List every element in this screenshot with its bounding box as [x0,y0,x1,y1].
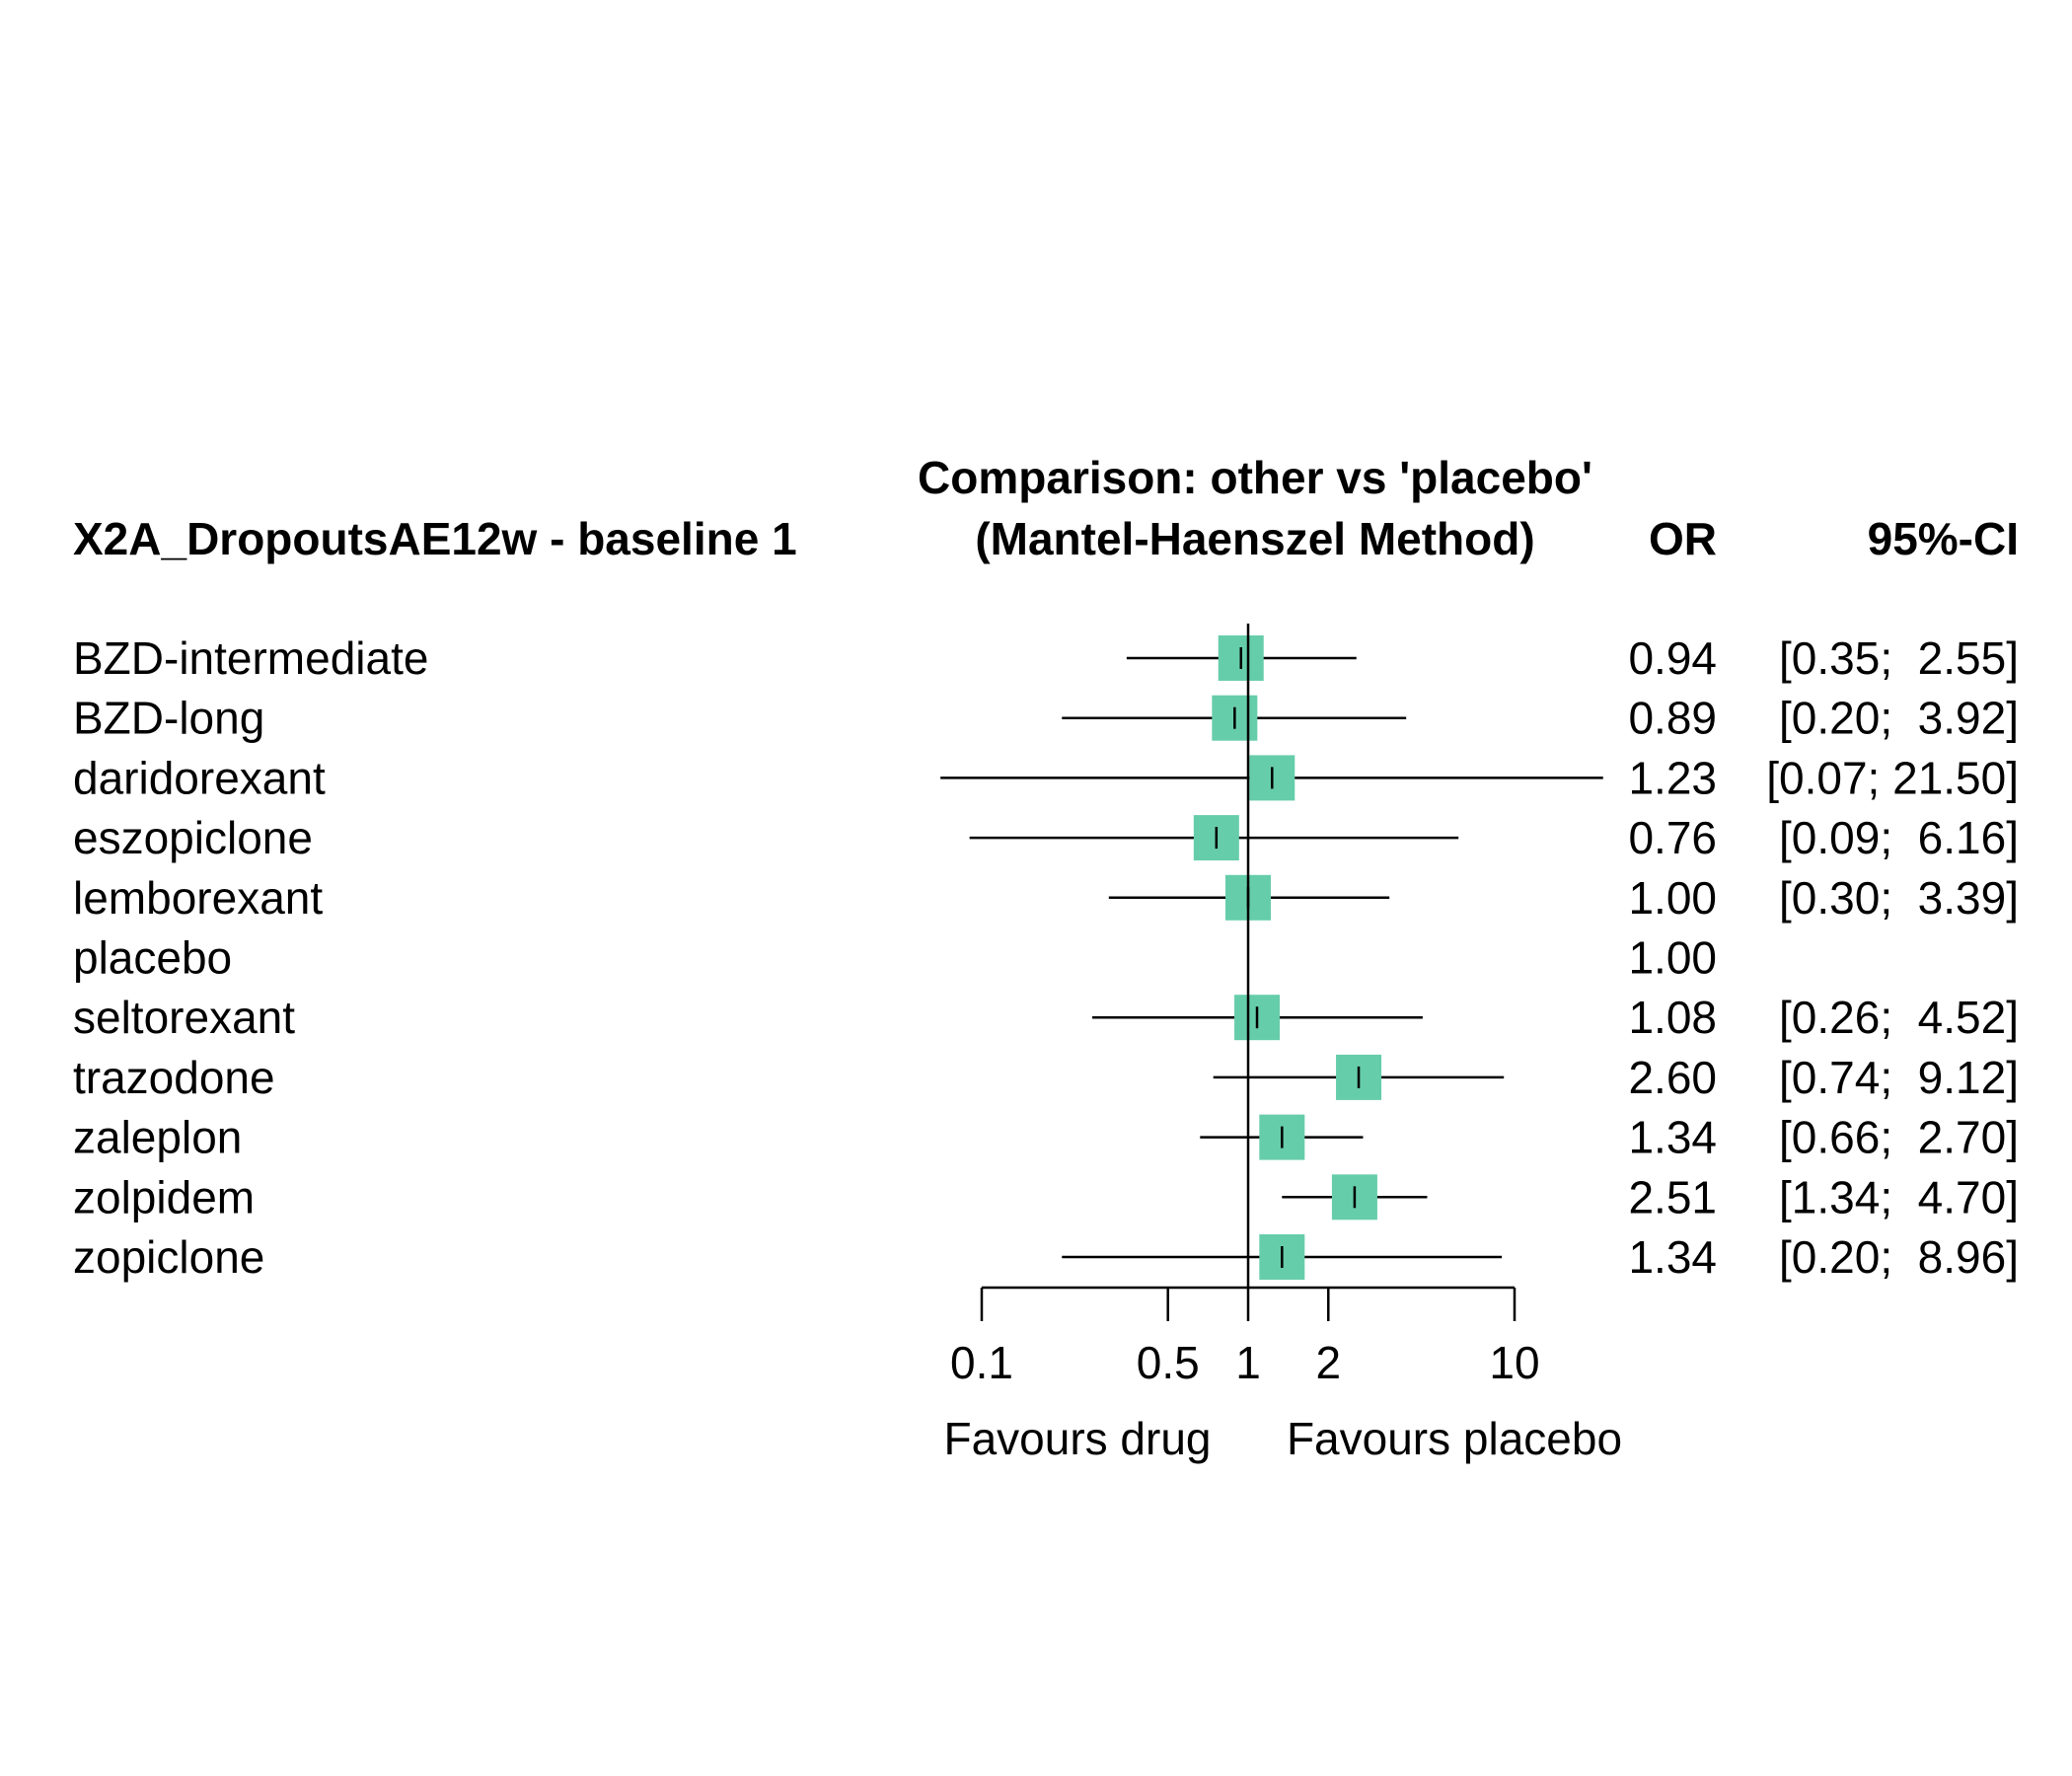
chart-title: Comparison: other vs 'placebo' [918,452,1592,503]
forest-row: zolpidem 2.51 [1.34; 4.70] [73,1171,2019,1222]
axis-tick-label: 2 [1315,1337,1341,1388]
or-value: 0.94 [1628,632,1717,684]
ci-value: [0.20; 3.92] [1779,693,2019,744]
or-value: 1.34 [1628,1112,1717,1163]
axis-tick-label: 0.5 [1137,1337,1200,1388]
header-left: X2A_DropoutsAE12w - baseline 1 [73,513,797,564]
ci-value: [0.74; 9.12] [1779,1052,2019,1103]
forest-rows: BZD-intermediate 0.94 [0.35; 2.55] BZD-long… [73,632,2019,1283]
chart-subtitle: (Mantel-Haenszel Method) [975,513,1534,564]
treatment-label: placebo [73,932,232,984]
or-column-header: OR [1649,513,1717,564]
or-value: 1.08 [1628,992,1717,1043]
forest-row: daridorexant 1.23 [0.07; 21.50] [73,752,2019,803]
ci-value: [0.20; 8.96] [1779,1231,2019,1283]
treatment-label: BZD-long [73,693,264,744]
or-value: 0.76 [1628,812,1717,863]
or-value: 1.00 [1628,872,1717,924]
or-value: 2.51 [1628,1171,1717,1222]
forest-row: eszopiclone 0.76 [0.09; 6.16] [73,812,2019,863]
forest-row: BZD-long 0.89 [0.20; 3.92] [73,693,2019,744]
favours-placebo-label: Favours placebo [1287,1413,1622,1464]
favours-drug-label: Favours drug [943,1413,1211,1464]
x-axis: 0.1 0.5 1 2 10 [950,1286,1540,1388]
treatment-label: zopiclone [73,1231,264,1283]
treatment-label: trazodone [73,1052,275,1103]
treatment-label: seltorexant [73,992,295,1043]
treatment-label: zaleplon [73,1112,242,1163]
forest-row: seltorexant 1.08 [0.26; 4.52] [73,992,2019,1043]
treatment-label: daridorexant [73,752,326,803]
ci-value: [0.35; 2.55] [1779,632,2019,684]
axis-tick-label: 0.1 [950,1337,1013,1388]
ci-value: [1.34; 4.70] [1779,1171,2019,1222]
forest-row: zopiclone 1.34 [0.20; 8.96] [73,1231,2019,1283]
treatment-label: BZD-intermediate [73,632,428,684]
or-value: 0.89 [1628,693,1717,744]
ci-value: [0.26; 4.52] [1779,992,2019,1043]
ci-value: [0.09; 6.16] [1779,812,2019,863]
ci-value: [0.66; 2.70] [1779,1112,2019,1163]
or-value: 1.23 [1628,752,1717,803]
forest-row: BZD-intermediate 0.94 [0.35; 2.55] [73,632,2019,684]
treatment-label: eszopiclone [73,812,313,863]
forest-row: placebo 1.00 [73,932,1717,984]
forest-row: trazodone 2.60 [0.74; 9.12] [73,1052,2019,1103]
axis-tick-label: 1 [1235,1337,1261,1388]
ci-value: [0.30; 3.39] [1779,872,2019,924]
forest-row: lemborexant 1.00 [0.30; 3.39] [73,872,2019,924]
ci-column-header: 95%-CI [1868,513,2019,564]
axis-tick-label: 10 [1489,1337,1539,1388]
ci-value: [0.07; 21.50] [1766,752,2019,803]
forest-row: zaleplon 1.34 [0.66; 2.70] [73,1112,2019,1163]
treatment-label: lemborexant [73,872,323,924]
or-value: 1.34 [1628,1231,1717,1283]
or-value: 1.00 [1628,932,1717,984]
treatment-label: zolpidem [73,1171,255,1222]
or-value: 2.60 [1628,1052,1717,1103]
